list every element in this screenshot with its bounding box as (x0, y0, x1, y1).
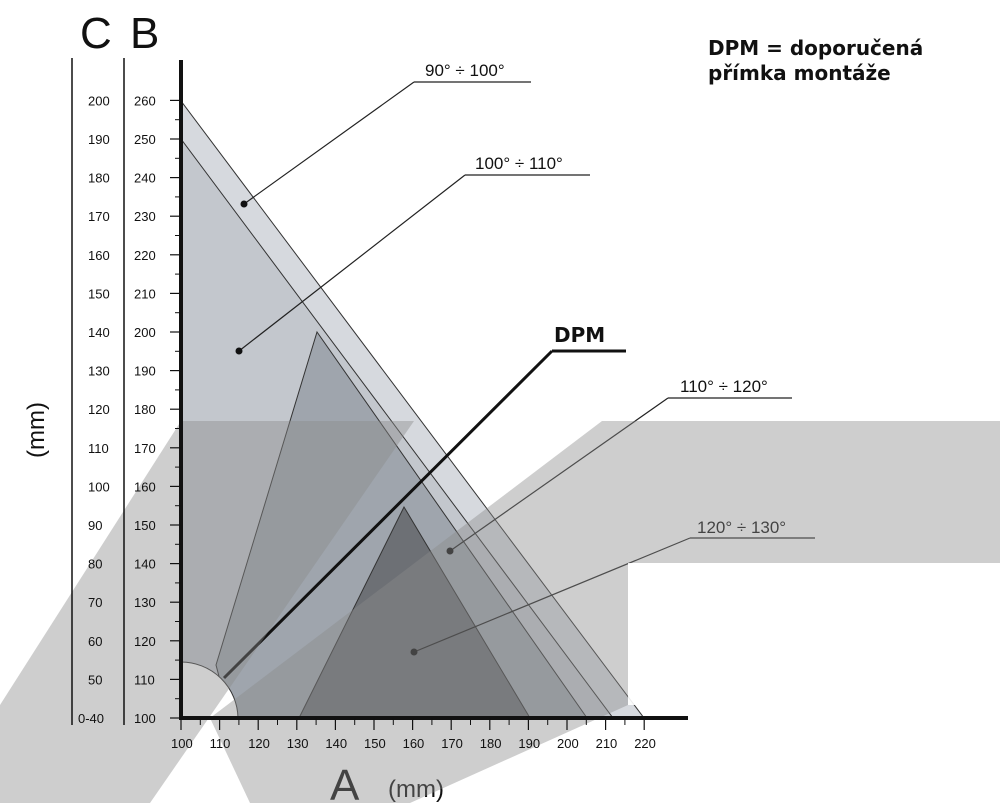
label-range-1: 90° ÷ 100° (425, 61, 505, 80)
scale-c-tick: 60 (88, 634, 102, 649)
axis-y-unit: (mm) (23, 402, 50, 458)
label-range-3: 110° ÷ 120° (680, 377, 768, 396)
scale-b-tick: 230 (134, 209, 156, 224)
scale-b-tick: 160 (134, 479, 156, 494)
scale-b-tick: 260 (134, 93, 156, 108)
scale-b-tick: 250 (134, 132, 156, 147)
scale-c-tick: 90 (88, 518, 102, 533)
scale-b-tick: 210 (134, 286, 156, 301)
scale-c-tick: 100 (88, 479, 110, 494)
scale-c-tick: 160 (88, 248, 110, 263)
scale-c-tick: 150 (88, 286, 110, 301)
scale-a-tick: 220 (634, 736, 656, 751)
scale-c-tick: 190 (88, 132, 110, 147)
label-range-2: 100° ÷ 110° (475, 154, 563, 173)
scale-a-tick: 120 (248, 736, 270, 751)
scale-a-tick: 170 (441, 736, 463, 751)
scale-a-tick: 190 (518, 736, 540, 751)
leader-range-2: 100° ÷ 110° (235, 154, 590, 355)
scale-b-tick: 120 (134, 634, 156, 649)
leader-range-4: 120° ÷ 130° (410, 518, 815, 656)
leader-range-1: 90° ÷ 100° (240, 61, 531, 208)
scale-b-tick: 200 (134, 325, 156, 340)
scale-a-tick: 110 (210, 736, 231, 751)
scale-a-tick: 100 (171, 736, 193, 751)
axis-c-title: C (80, 9, 112, 58)
scale-c-tick: 70 (88, 595, 102, 610)
scale-a-tick: 210 (596, 736, 618, 751)
scale-a-tick: 150 (364, 736, 386, 751)
scale-c-tick: 170 (88, 209, 110, 224)
scale-a-tick: 180 (480, 736, 502, 751)
leader-range-3: 110° ÷ 120° (446, 377, 792, 555)
scale-b-tick: 140 (134, 557, 156, 572)
scale-a-tick: 200 (557, 736, 579, 751)
axis-a-title: A (330, 761, 360, 803)
label-range-4: 120° ÷ 130° (697, 518, 786, 537)
scale-c-tick: 110 (88, 441, 109, 456)
scale-b-tick: 130 (134, 595, 156, 610)
scale-a-tick: 130 (287, 736, 309, 751)
legend-line-2: přímka montáže (708, 61, 891, 85)
scale-c-tick: 80 (88, 557, 102, 572)
scale-a-tick: 140 (325, 736, 347, 751)
scale-b: 100 110 120 130 140 150 160 170 180 190 200 210 220 2… (134, 93, 181, 726)
dpm-line (222, 349, 554, 680)
scale-a-tick: 160 (403, 736, 425, 751)
scale-b-tick: 240 (134, 171, 156, 186)
scale-c-tick: 120 (88, 402, 110, 417)
scale-c: 0-40 50 60 70 80 90 100 110 120 130 140 150 160 170 18… (78, 93, 110, 726)
scale-b-tick: 180 (134, 402, 156, 417)
watermark (0, 421, 1000, 803)
scale-b-tick: 100 (134, 711, 156, 726)
scale-b-tick: 170 (134, 441, 156, 456)
scale-b-tick: 150 (134, 518, 156, 533)
scale-c-tick: 180 (88, 171, 110, 186)
scale-b-tick: 190 (134, 364, 156, 379)
legend-line-1: DPM = doporučená (708, 36, 923, 60)
scale-b-tick: 220 (134, 248, 156, 263)
scale-c-tick: 50 (88, 672, 102, 687)
scale-c-tick: 200 (88, 93, 110, 108)
axis-a-unit: (mm) (388, 776, 444, 803)
dpm-label: DPM (554, 323, 605, 347)
scale-a: 100 110 120 130 140 150 160 170 180 190 200 210 220 (171, 718, 656, 751)
axis-b-title: B (130, 9, 159, 58)
scale-c-tick: 140 (88, 325, 110, 340)
scale-c-tick: 0-40 (78, 711, 104, 726)
scale-b-tick: 110 (134, 672, 155, 687)
scale-c-tick: 130 (88, 364, 110, 379)
